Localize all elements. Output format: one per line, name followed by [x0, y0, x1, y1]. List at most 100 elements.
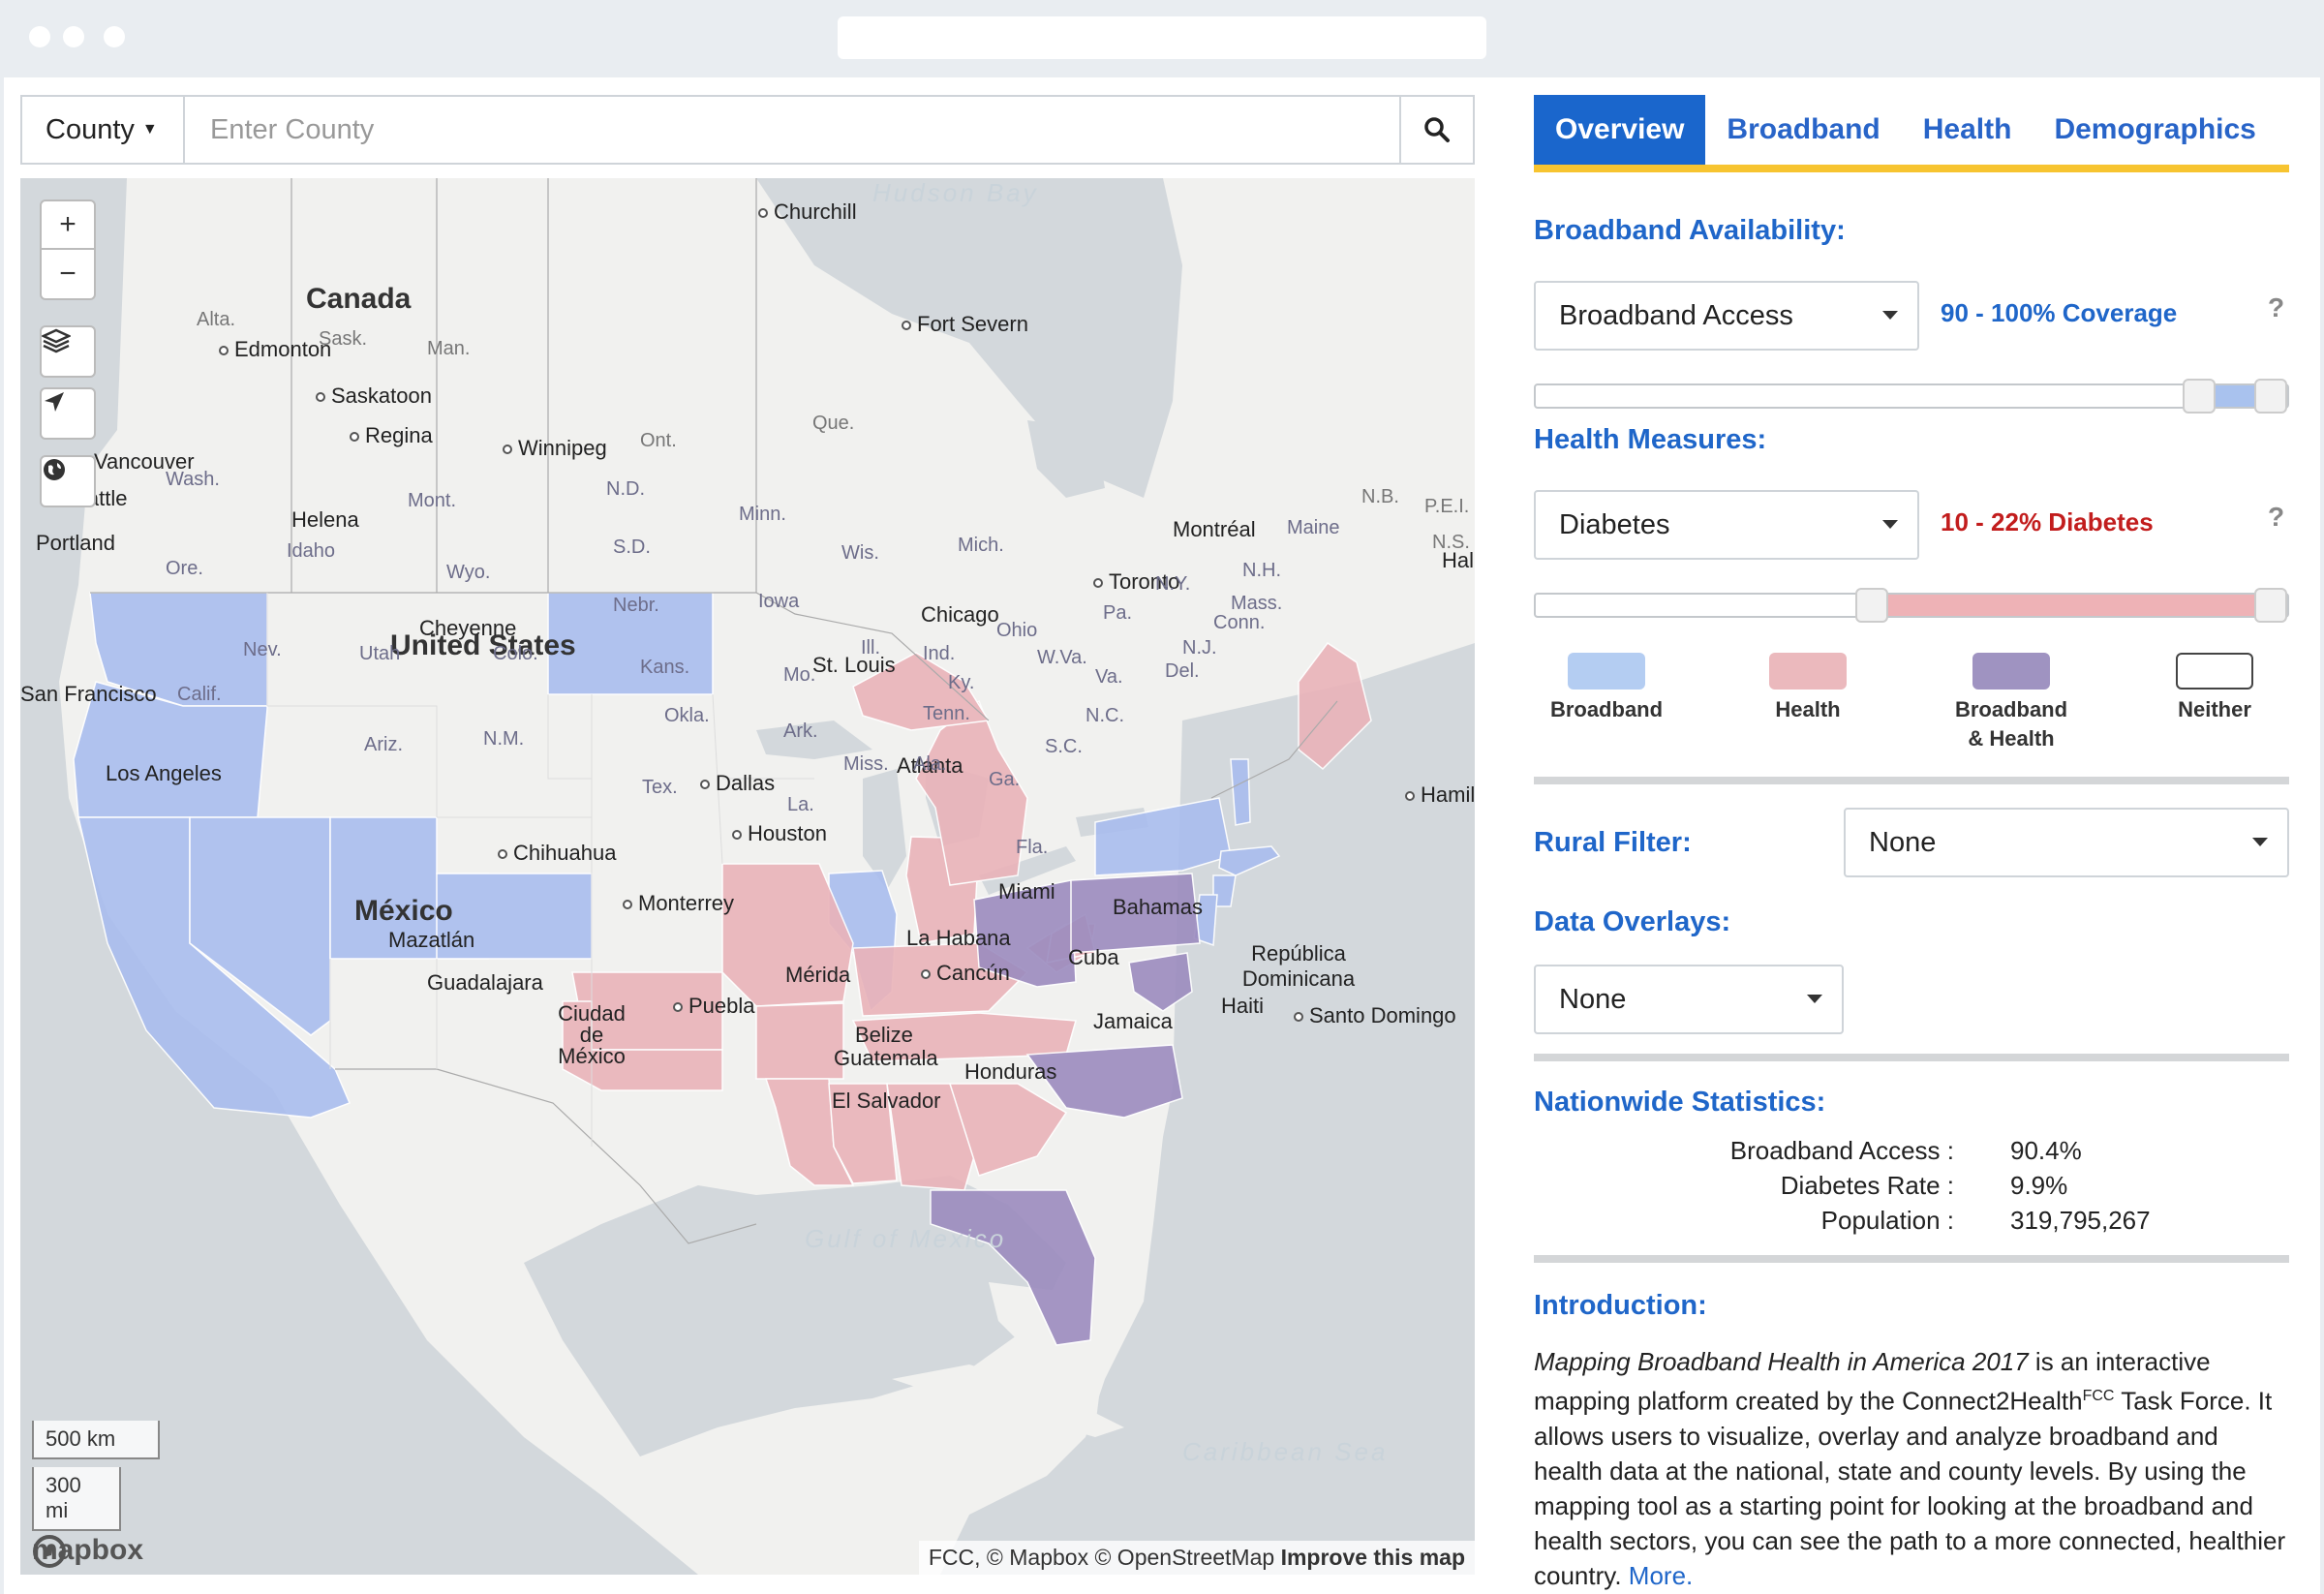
health-measure-select[interactable]: Diabetes — [1534, 490, 1919, 560]
app-container: County ▼ — [4, 77, 2320, 1594]
city-label: Churchill — [758, 199, 857, 225]
state-label: N.C. — [1086, 705, 1124, 726]
state-label: Ore. — [166, 558, 203, 579]
search-mode-dropdown[interactable]: County ▼ — [22, 97, 185, 163]
city-label: Dallas — [700, 771, 775, 796]
state-label: N.J. — [1182, 637, 1217, 659]
pacific-ocean — [20, 178, 698, 1575]
stat-label: Population : — [1820, 1206, 1954, 1235]
window-maximize-dot[interactable] — [104, 26, 125, 47]
health-states — [562, 641, 1372, 1191]
tab-broadband[interactable]: Broadband — [1727, 113, 1881, 145]
state-label: S.C. — [1045, 736, 1083, 757]
zoom-in-button[interactable]: + — [40, 199, 96, 250]
globe-button[interactable] — [40, 455, 96, 507]
globe-icon — [44, 459, 65, 480]
legend-label: Health — [1775, 697, 1841, 721]
stat-value: 9.9% — [2010, 1171, 2068, 1200]
water-label: Hudson Bay — [872, 178, 1039, 207]
state-label: Wyo. — [446, 562, 491, 583]
city-label: Cancún — [921, 961, 1010, 986]
stat-label: Diabetes Rate : — [1780, 1171, 1954, 1200]
state-label: Mich. — [958, 535, 1004, 556]
state-label: Del. — [1165, 660, 1200, 682]
state-label: Miss. — [843, 753, 889, 775]
great-lake-erie — [979, 846, 1076, 895]
state-label: Tenn. — [923, 703, 970, 724]
layers-button[interactable] — [40, 325, 96, 378]
improve-map-link[interactable]: Improve this map — [1280, 1545, 1465, 1570]
broadband-slider-max-handle[interactable] — [2254, 379, 2287, 414]
scale-bar-mi: 300 mi — [32, 1467, 121, 1531]
city-label: Houston — [732, 821, 827, 846]
province-label: Alta. — [197, 309, 236, 330]
state-label: Colo. — [493, 643, 538, 664]
attribution-text: FCC, © Mapbox © OpenStreetMap — [928, 1545, 1275, 1570]
zoom-out-button[interactable]: − — [40, 250, 96, 300]
broadband-range-slider[interactable] — [1534, 379, 2289, 414]
state-label: Mo. — [783, 664, 816, 686]
cuba-island — [892, 1364, 1124, 1437]
city-label: La Habana — [906, 926, 1011, 950]
legend-broadband: Broadband — [1534, 653, 1679, 724]
city-label: Puebla — [673, 994, 755, 1019]
state-label: Calif. — [177, 684, 222, 705]
health-range-slider[interactable] — [1534, 588, 2289, 623]
health-help-icon[interactable]: ? — [2268, 502, 2285, 532]
state-label: Maine — [1287, 517, 1340, 538]
city-label: Atlanta — [897, 753, 963, 778]
tab-health[interactable]: Health — [1922, 113, 2012, 145]
data-overlays-select[interactable]: None — [1534, 965, 1844, 1034]
legend-broadband-health: Broadband & Health — [1939, 653, 2084, 753]
state-label: Mass. — [1231, 593, 1283, 614]
state-label: Wash. — [166, 469, 220, 490]
intro-title-italic: Mapping Broadband Health in America 2017 — [1534, 1347, 2029, 1376]
state-label: Mont. — [408, 490, 457, 511]
state-label: Wis. — [841, 542, 879, 564]
mapbox-logo[interactable]: mapbox — [32, 1534, 143, 1568]
broadband-help-icon[interactable]: ? — [2268, 292, 2285, 322]
health-slider-max-handle[interactable] — [2254, 588, 2287, 623]
window-close-dot[interactable] — [29, 26, 50, 47]
tab-demographics[interactable]: Demographics — [2054, 113, 2256, 145]
browser-chrome — [0, 0, 2324, 77]
city-label: Monterrey — [623, 891, 734, 916]
locate-button[interactable] — [40, 387, 96, 440]
health-slider-min-handle[interactable] — [1855, 588, 1888, 623]
legend-label: Broadband — [1549, 697, 1664, 721]
city-label: Toronto — [1093, 569, 1179, 595]
more-link[interactable]: More. — [1628, 1560, 1694, 1590]
info-panel: Overview Broadband Health Demographics B… — [1534, 95, 2289, 1594]
search-input[interactable] — [185, 97, 1399, 163]
broadband-range-text: 90 - 100% Coverage — [1941, 298, 2178, 327]
city-label: Los Angeles — [106, 761, 222, 785]
gulf-of-mexico — [524, 1176, 1066, 1456]
data-overlays-title: Data Overlays: — [1534, 906, 1731, 937]
window-minimize-dot[interactable] — [63, 26, 84, 47]
broadband-availability-title: Broadband Availability: — [1534, 215, 1846, 246]
country-label: México — [354, 895, 453, 927]
choropleth-map[interactable]: Hudson Bay Gulf of Mexico Caribbean Sea … — [20, 178, 1475, 1575]
tab-overview[interactable]: Overview — [1534, 95, 1706, 165]
rural-filter-select[interactable]: None — [1844, 808, 2289, 877]
province-label: Man. — [427, 338, 471, 359]
legend-neither: Neither — [2142, 653, 2287, 724]
search-button[interactable] — [1399, 97, 1473, 163]
city-label: Halifax — [1442, 548, 1475, 572]
data-overlays-value: None — [1559, 983, 1627, 1015]
state-label: Tex. — [642, 777, 678, 798]
stat-label: Broadband Access : — [1729, 1136, 1954, 1165]
state-label: Ind. — [923, 643, 956, 664]
broadband-measure-select[interactable]: Broadband Access — [1534, 281, 1919, 351]
caret-down-icon — [1882, 520, 1898, 529]
state-label: Pa. — [1103, 602, 1133, 624]
broadband-states — [73, 592, 1281, 1119]
map-canvas[interactable] — [20, 178, 1475, 1575]
address-bar[interactable] — [838, 16, 1486, 59]
great-lake-michigan — [863, 769, 906, 890]
state-label: W.Va. — [1037, 647, 1087, 668]
city-label: Montréal — [1173, 517, 1256, 541]
legend-label: & Health — [1968, 726, 2055, 751]
broadband-slider-min-handle[interactable] — [2183, 379, 2216, 414]
state-label: Ky. — [948, 672, 975, 693]
